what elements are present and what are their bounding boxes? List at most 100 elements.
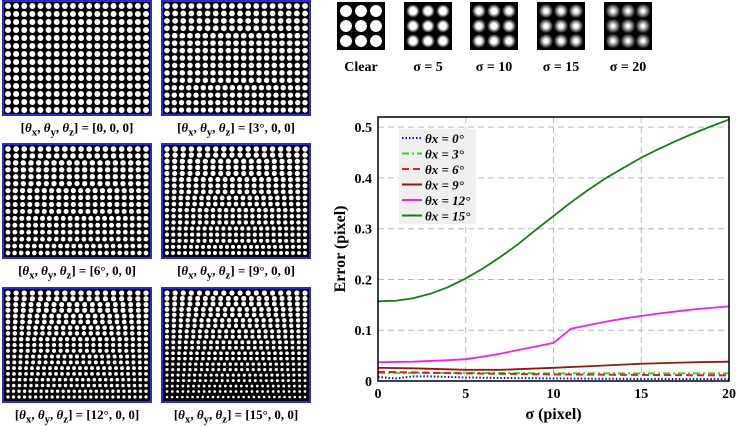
grid-dot xyxy=(33,215,39,221)
grid-image xyxy=(2,287,152,403)
grid-dot xyxy=(122,215,128,221)
grid-dot xyxy=(67,389,71,393)
grid-dot xyxy=(49,360,54,365)
grid-dot xyxy=(293,17,300,24)
grid-dot xyxy=(12,201,18,208)
grid-dot xyxy=(237,334,242,339)
grid-dot xyxy=(256,62,262,69)
grid-dot xyxy=(286,373,291,377)
grid-dot xyxy=(277,10,284,17)
grid-dot xyxy=(5,250,11,256)
grid-dot xyxy=(29,146,36,152)
grid-dot xyxy=(264,170,270,177)
grid-dot xyxy=(202,390,206,393)
grid-dot xyxy=(171,307,177,312)
grid-dot xyxy=(34,187,40,194)
grid-dot xyxy=(231,373,235,377)
grid-dot xyxy=(43,307,49,313)
grid-dot xyxy=(18,372,22,376)
grid-dot xyxy=(74,167,80,173)
blur-dot xyxy=(487,34,501,48)
grid-dot xyxy=(5,313,11,319)
grid-dot xyxy=(204,329,209,334)
grid-dot xyxy=(60,372,64,376)
grid-dot xyxy=(215,238,220,243)
grid-dot xyxy=(126,11,133,17)
grid-dot xyxy=(234,390,238,393)
grid-dot xyxy=(122,389,126,393)
blur-dot xyxy=(620,3,636,19)
grid-dot xyxy=(94,67,101,73)
grid-dot xyxy=(265,340,270,345)
grid-dot xyxy=(197,329,202,334)
grid-dot xyxy=(193,183,199,189)
blur-dot xyxy=(553,3,569,19)
grid-dot xyxy=(143,301,149,308)
grid-dot xyxy=(302,295,308,302)
grid-dot xyxy=(97,243,103,249)
grid-dot xyxy=(37,153,44,159)
grid-dot xyxy=(261,25,268,32)
grid-dot xyxy=(279,40,285,46)
grid-dot xyxy=(204,220,209,225)
grid-dot xyxy=(186,395,189,399)
grid-dot xyxy=(109,383,114,388)
grid-dot xyxy=(233,32,239,39)
grid-dot xyxy=(26,331,31,336)
grid-dot xyxy=(29,99,36,105)
grid-dot xyxy=(177,356,181,361)
grid-dot xyxy=(53,153,60,159)
grid-dot xyxy=(24,360,29,365)
grid-dot xyxy=(171,356,175,361)
grid-dot xyxy=(29,383,33,388)
grid-dot xyxy=(213,323,218,329)
grid-dot xyxy=(226,379,230,383)
grid-dot xyxy=(196,395,199,399)
grid-dot xyxy=(94,83,101,89)
grid-dot xyxy=(229,10,235,17)
grid-dot xyxy=(210,220,216,225)
blur-dot xyxy=(436,4,450,18)
grid-dot xyxy=(143,296,149,302)
grid-dot xyxy=(18,354,23,359)
grid-dot xyxy=(126,153,133,159)
grid-dot xyxy=(29,43,36,49)
grid-dot xyxy=(87,354,92,359)
grid-dot xyxy=(189,251,193,255)
grid-dot xyxy=(229,290,235,296)
grid-dot xyxy=(69,27,76,33)
grid-dot xyxy=(217,214,222,219)
grid-dot xyxy=(134,51,141,57)
grid-dot xyxy=(55,389,60,393)
grid-dot xyxy=(245,10,252,17)
grid-dot xyxy=(183,226,188,231)
grid-dot xyxy=(120,167,126,173)
grid-dot xyxy=(227,232,232,237)
grid-dot xyxy=(179,170,185,177)
grid-dot xyxy=(217,367,221,372)
grid-dot xyxy=(118,99,125,105)
grid-dot xyxy=(233,40,239,46)
grid-dot xyxy=(248,295,254,302)
grid-dot xyxy=(171,345,176,350)
grid-image xyxy=(161,143,311,259)
grid-dot xyxy=(102,222,108,228)
grid-dot xyxy=(13,107,20,113)
grid-dot xyxy=(66,372,70,376)
grid-dot xyxy=(259,373,263,377)
grid-dot xyxy=(183,340,188,345)
grid-dot xyxy=(224,334,229,339)
grid-dot xyxy=(21,19,28,25)
grid-dot xyxy=(202,158,209,164)
grid-dot xyxy=(280,84,286,91)
grid-dot xyxy=(31,250,37,256)
grid-dot xyxy=(271,40,278,46)
grid-dot xyxy=(240,367,244,372)
grid-dot xyxy=(249,356,253,361)
grid-dot xyxy=(138,372,142,376)
grid-dot xyxy=(85,208,91,214)
blur-label: σ = 5 xyxy=(413,60,443,75)
grid-dot xyxy=(124,342,129,348)
grid-dot xyxy=(86,377,91,382)
grid-dot xyxy=(111,389,115,393)
